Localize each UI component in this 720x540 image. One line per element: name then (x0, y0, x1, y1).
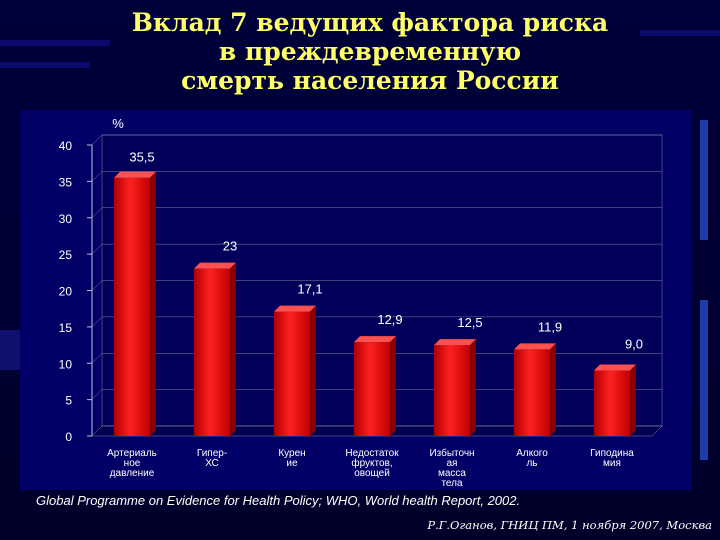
x-tick-label: фруктов, (351, 457, 392, 469)
bar (434, 345, 470, 436)
bar-side (150, 171, 156, 437)
x-tick-label: ХС (205, 458, 219, 469)
y-tick-label: 40 (59, 139, 73, 153)
bar-top (594, 364, 636, 371)
bar-top (274, 305, 316, 312)
x-tick-label: масса (438, 468, 466, 479)
bar-side (230, 262, 236, 436)
gridline-diagonal (91, 207, 103, 218)
decor-stripe (0, 330, 20, 370)
x-tick-label: овощей (354, 468, 390, 479)
decor-stripe (0, 62, 90, 68)
x-tick-label: ая (447, 458, 458, 469)
x-tick-label: Курен (278, 448, 305, 459)
bar-side (630, 364, 636, 436)
y-tick-label: 35 (59, 175, 73, 189)
bar-top (354, 336, 396, 343)
y-tick-label: 5 (65, 394, 72, 408)
data-label: 35,5 (129, 150, 154, 165)
author-credit: Р.Г.Оганов, ГНИЦ ПМ, 1 ноября 2007, Моск… (427, 518, 712, 532)
bar-top (434, 339, 476, 346)
gridline-diagonal (91, 425, 103, 437)
decor-stripe (700, 300, 708, 460)
x-tick-label: мия (603, 458, 621, 469)
y-tick-label: 0 (65, 430, 72, 444)
data-label: 11,9 (538, 319, 562, 334)
bar-side (470, 339, 476, 436)
bar-top (194, 262, 236, 269)
title-line-3: смерть населения России (181, 66, 559, 95)
gridline-diagonal (91, 134, 103, 146)
data-label: 9,0 (625, 337, 643, 352)
gridline-diagonal (91, 280, 103, 291)
x-tick-label: Гипер- (197, 448, 227, 459)
bar (194, 268, 230, 436)
data-label: 17,1 (297, 282, 322, 297)
bar (114, 177, 150, 437)
title-line-1: Вклад 7 ведущих фактора риска (131, 8, 609, 37)
data-label: 12,5 (457, 315, 482, 330)
y-tick-label: 25 (59, 248, 73, 262)
source-note: Global Programme on Evidence for Health … (36, 493, 521, 508)
y-tick-label: 30 (59, 212, 73, 226)
bar-top (114, 171, 156, 178)
slide-title: Вклад 7 ведущих фактора риска в преждевр… (100, 8, 640, 95)
bar (274, 311, 310, 436)
title-line-2: в преждевременную (218, 37, 522, 66)
x-tick-label: давление (110, 468, 155, 479)
data-label: 23 (223, 239, 237, 254)
x-tick-label: Недостаток (345, 448, 399, 459)
gridline-diagonal (91, 353, 103, 364)
decor-stripe (700, 120, 708, 240)
bar-top (514, 343, 556, 350)
decor-stripe (640, 30, 720, 36)
bar (354, 342, 390, 436)
y-tick-label: 20 (59, 285, 73, 299)
x-tick-label: ль (526, 458, 537, 469)
x-tick-label: тела (441, 478, 463, 489)
x-tick-label: Гиподина (590, 448, 634, 459)
bar-side (310, 305, 316, 436)
gridline-diagonal (91, 171, 103, 182)
gridline-diagonal (91, 389, 103, 400)
x-tick-label: ное (124, 458, 141, 469)
y-axis-label: % (112, 116, 124, 131)
x-tick-label: Артериаль (107, 448, 157, 459)
data-label: 12,9 (377, 312, 402, 327)
y-tick-label: 15 (59, 321, 73, 335)
x-tick-label: ие (286, 458, 298, 469)
x-tick-label: Избыточн (429, 447, 474, 459)
y-tick-label: 10 (59, 357, 73, 371)
decor-stripe (0, 40, 110, 46)
gridline-diagonal (91, 243, 103, 255)
x-tick-label: Алкого (516, 448, 548, 459)
bar (594, 370, 630, 436)
bar-side (550, 343, 556, 436)
bar-side (390, 336, 396, 436)
gridline-diagonal (91, 316, 103, 328)
bar (514, 349, 550, 436)
